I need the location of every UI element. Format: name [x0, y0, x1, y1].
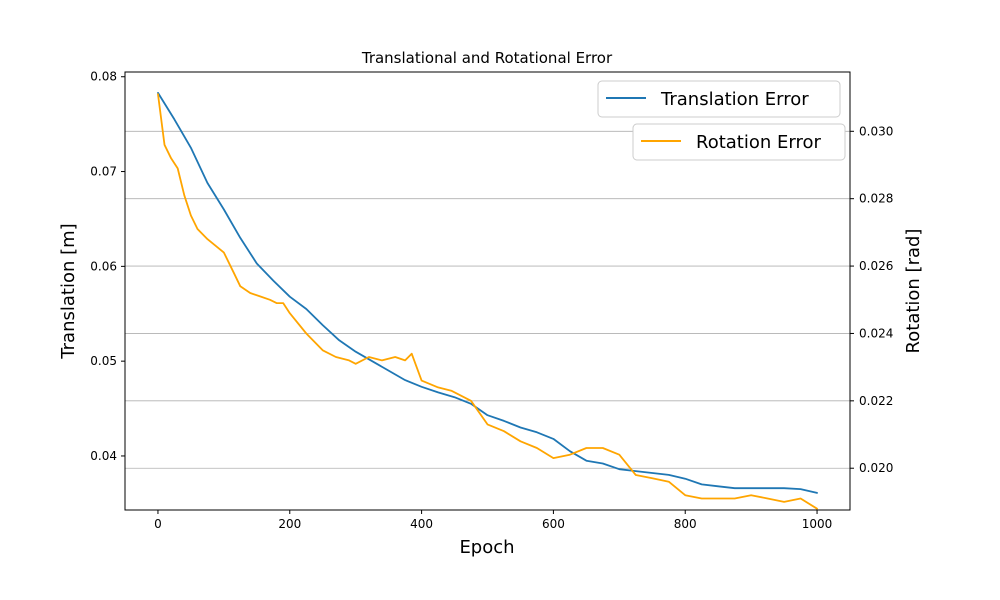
x-tick-label-3: 600: [542, 517, 565, 531]
left-y-tick-label-3: 0.07: [90, 165, 117, 179]
legend-label-translation: Translation Error: [660, 89, 809, 110]
chart-title: Translational and Rotational Error: [361, 49, 613, 67]
legend-rotation: Rotation Error: [632, 123, 846, 161]
right-y-axis-ticks: 0.020 0.022 0.024 0.026 0.028 0.030: [850, 124, 893, 475]
x-tick-label-4: 800: [674, 517, 697, 531]
left-y-axis-label: Translation [m]: [58, 223, 79, 359]
x-axis-label: Epoch: [459, 537, 514, 558]
left-y-tick-label-2: 0.06: [90, 259, 117, 273]
right-y-tick-label-4: 0.028: [859, 192, 893, 206]
legend-box-translation: [597, 80, 841, 118]
plot-frame: [124, 71, 851, 511]
series-layer: [157, 92, 818, 510]
series-line-translation-error: [157, 92, 818, 494]
grid-lines: [125, 130, 850, 469]
right-y-tick-label-2: 0.024: [859, 326, 893, 340]
legend-translation: Translation Error: [597, 80, 841, 118]
x-tick-label-1: 200: [278, 517, 301, 531]
right-y-axis-label: Rotation [rad]: [903, 229, 924, 354]
left-y-tick-label-1: 0.05: [90, 354, 117, 368]
x-axis-ticks: 0 200 400 600 800 1000: [154, 510, 832, 531]
right-y-tick-label-1: 0.022: [859, 394, 893, 408]
left-y-tick-label-4: 0.08: [90, 70, 117, 84]
right-y-tick-label-5: 0.030: [859, 124, 893, 138]
legend-box-rotation: [632, 123, 846, 161]
x-tick-label-5: 1000: [802, 517, 833, 531]
series-line-rotation-error: [157, 93, 818, 510]
left-y-axis-ticks: 0.04 0.05 0.06 0.07 0.08: [90, 70, 125, 463]
left-y-tick-label-0: 0.04: [90, 449, 117, 463]
legend-label-rotation: Rotation Error: [696, 132, 821, 153]
x-tick-label-0: 0: [154, 517, 162, 531]
right-y-tick-label-0: 0.020: [859, 461, 893, 475]
x-tick-label-2: 400: [410, 517, 433, 531]
right-y-tick-label-3: 0.026: [859, 259, 893, 273]
